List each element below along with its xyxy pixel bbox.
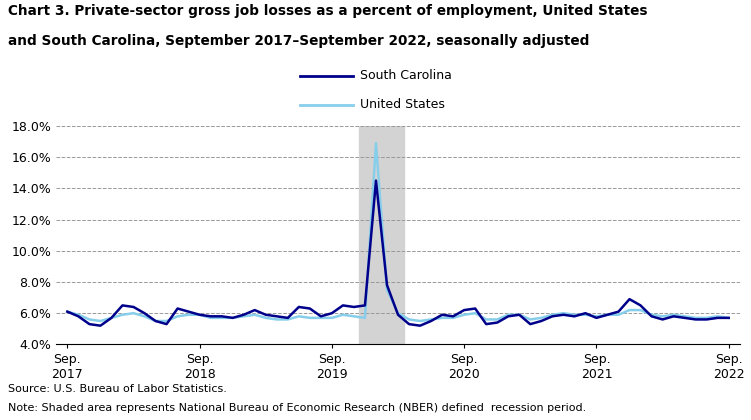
Text: Source: U.S. Bureau of Labor Statistics.: Source: U.S. Bureau of Labor Statistics. bbox=[8, 384, 226, 394]
Text: Note: Shaded area represents National Bureau of Economic Research (NBER) defined: Note: Shaded area represents National Bu… bbox=[8, 403, 586, 413]
Bar bbox=[360, 126, 403, 344]
Text: and South Carolina, September 2017–September 2022, seasonally adjusted: and South Carolina, September 2017–Septe… bbox=[8, 34, 589, 47]
Text: South Carolina: South Carolina bbox=[360, 69, 452, 82]
Text: Chart 3. Private-sector gross job losses as a percent of employment, United Stat: Chart 3. Private-sector gross job losses… bbox=[8, 4, 647, 18]
Text: United States: United States bbox=[360, 99, 445, 111]
